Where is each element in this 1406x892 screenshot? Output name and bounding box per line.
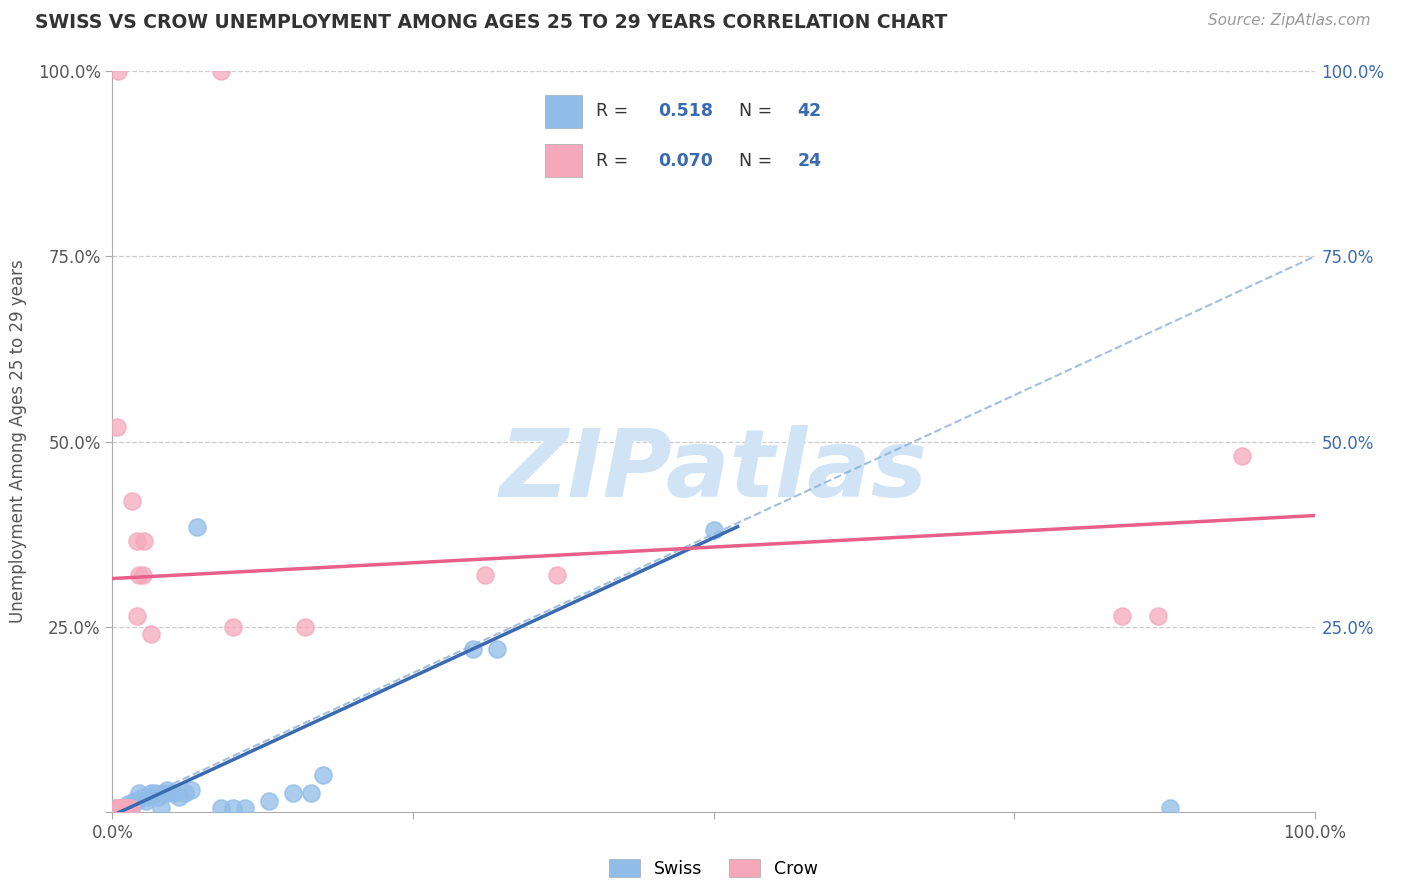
Point: [128, 567, 150, 582]
Text: N =: N =: [740, 152, 778, 169]
Point: [114, 801, 136, 815]
Point: [107, 801, 129, 815]
Text: 0.518: 0.518: [658, 103, 714, 120]
Point: [120, 801, 142, 815]
Point: [131, 567, 153, 582]
Point: [114, 801, 136, 815]
Text: 0.070: 0.070: [658, 152, 713, 169]
Point: [186, 519, 208, 533]
Point: [111, 801, 134, 815]
Text: R =: R =: [596, 152, 634, 169]
Text: R =: R =: [596, 103, 634, 120]
Point: [112, 801, 135, 815]
Point: [107, 64, 129, 78]
Point: [257, 794, 280, 808]
Text: Source: ZipAtlas.com: Source: ZipAtlas.com: [1208, 13, 1371, 29]
Point: [222, 619, 245, 633]
Text: N =: N =: [740, 103, 778, 120]
Point: [105, 801, 128, 815]
Point: [281, 786, 304, 800]
Point: [146, 789, 169, 804]
Point: [118, 801, 141, 815]
Point: [108, 801, 131, 815]
Point: [209, 64, 232, 78]
Point: [138, 789, 160, 804]
Point: [143, 786, 166, 800]
Point: [131, 789, 153, 804]
Point: [105, 419, 128, 434]
Point: [209, 801, 232, 815]
Point: [702, 524, 725, 538]
Point: [149, 801, 172, 815]
Point: [1232, 450, 1254, 464]
Point: [125, 608, 148, 623]
Point: [135, 794, 157, 808]
Point: [1159, 801, 1181, 815]
Point: [105, 801, 128, 815]
Point: [486, 641, 509, 656]
Point: [110, 801, 132, 815]
Point: [139, 786, 162, 800]
Point: [152, 786, 174, 800]
Point: [117, 797, 139, 812]
Point: [180, 782, 202, 797]
Point: [294, 619, 316, 633]
Y-axis label: Unemployment Among Ages 25 to 29 years: Unemployment Among Ages 25 to 29 years: [8, 260, 27, 624]
Point: [120, 801, 142, 815]
Bar: [546, 145, 582, 177]
Point: [112, 801, 135, 815]
Point: [163, 786, 186, 800]
Point: [233, 801, 256, 815]
Text: 42: 42: [797, 103, 821, 120]
Point: [474, 567, 496, 582]
Point: [159, 786, 181, 800]
Text: SWISS VS CROW UNEMPLOYMENT AMONG AGES 25 TO 29 YEARS CORRELATION CHART: SWISS VS CROW UNEMPLOYMENT AMONG AGES 25…: [35, 13, 948, 32]
Point: [122, 794, 145, 808]
Legend: Swiss, Crow: Swiss, Crow: [602, 852, 825, 885]
Point: [110, 801, 132, 815]
Point: [125, 794, 148, 808]
Point: [121, 493, 143, 508]
Point: [107, 801, 129, 815]
Point: [173, 786, 195, 800]
Point: [125, 534, 148, 549]
Point: [155, 782, 177, 797]
Text: 24: 24: [797, 152, 821, 169]
Point: [222, 801, 245, 815]
Point: [132, 534, 155, 549]
Text: ZIPatlas: ZIPatlas: [499, 425, 928, 517]
Point: [1111, 608, 1133, 623]
Point: [167, 789, 190, 804]
Point: [312, 767, 335, 781]
Bar: [546, 95, 582, 128]
Point: [128, 786, 150, 800]
Point: [139, 627, 162, 641]
Point: [546, 567, 568, 582]
Point: [1147, 608, 1170, 623]
Point: [114, 801, 136, 815]
Point: [121, 797, 143, 812]
Point: [117, 801, 139, 815]
Point: [115, 801, 138, 815]
Point: [461, 641, 484, 656]
Point: [299, 786, 322, 800]
